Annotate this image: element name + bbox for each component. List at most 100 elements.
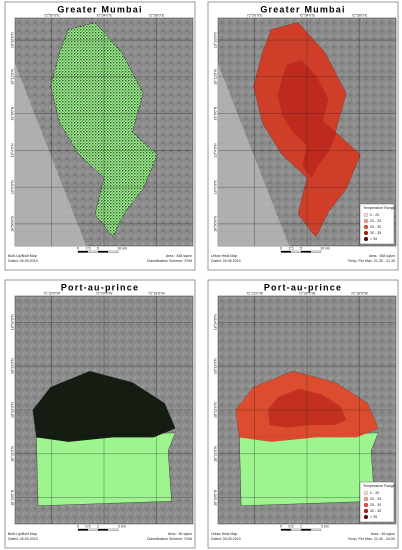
scale-label: 2 km bbox=[321, 524, 329, 528]
legend-swatch bbox=[363, 212, 369, 218]
map-info: Urban Heat Map bbox=[211, 254, 237, 258]
longitude-label: 72°50'0"E bbox=[44, 13, 60, 17]
latitude-label: 19°0'0"N bbox=[213, 180, 217, 194]
panel-title: Port-au-prince bbox=[264, 282, 342, 292]
map-info: Built-Up/Built Map bbox=[8, 532, 37, 536]
latitude-label: 19°0'0"N bbox=[10, 180, 14, 194]
latitude-label: 18°31'0"N bbox=[10, 445, 14, 461]
latitude-label: 19°8'0"N bbox=[213, 106, 217, 120]
longitude-label: 72°54'0"E bbox=[299, 13, 315, 17]
scale-label: 10 km bbox=[320, 246, 330, 250]
legend-swatch bbox=[363, 224, 369, 230]
legend-swatch bbox=[363, 236, 369, 242]
latitude-label: 18°34'0"N bbox=[213, 314, 217, 330]
latitude-label: 19°12'0"N bbox=[213, 68, 217, 84]
scale-bar bbox=[98, 251, 108, 253]
map-info: Dated: 26.05.2019 bbox=[211, 537, 241, 541]
scale-label: 1 bbox=[300, 524, 302, 528]
longitude-label: 72°54'0"E bbox=[96, 13, 112, 17]
longitude-label: 72°20'0"W bbox=[96, 291, 113, 295]
longitude-label: 72°18'0"W bbox=[148, 291, 165, 295]
scale-bar bbox=[301, 529, 311, 531]
latitude-label: 19°8'0"N bbox=[10, 106, 14, 120]
latitude-label: 18°56'0"N bbox=[10, 216, 14, 232]
legend-label: 25 - 30 bbox=[370, 225, 381, 229]
map-info: Area : 36 sqkm bbox=[371, 532, 395, 536]
map-info: Temp. Per Max: 21.26 - 41.35 bbox=[348, 259, 395, 263]
legend-swatch bbox=[363, 502, 369, 508]
scale-label: 5 bbox=[300, 246, 302, 250]
longitude-label: 72°22'0"W bbox=[43, 291, 60, 295]
legend-label: > 35 bbox=[370, 515, 377, 519]
longitude-label: 72°22'0"W bbox=[246, 291, 263, 295]
latitude-label: 18°33'0"N bbox=[213, 358, 217, 374]
scale-label: 0 bbox=[77, 524, 79, 528]
scale-label: 10 km bbox=[117, 246, 127, 250]
map-info: Area : 458 sqkm bbox=[369, 254, 395, 258]
scale-label: 2.5 bbox=[289, 246, 294, 250]
scale-label: 0 bbox=[77, 246, 79, 250]
water bbox=[218, 63, 290, 246]
map-info: Dated: 26.05.2019 bbox=[8, 537, 38, 541]
latitude-label: 19°4'0"N bbox=[10, 143, 14, 157]
scale-bar bbox=[78, 529, 88, 531]
latitude-label: 18°30'0"N bbox=[213, 489, 217, 505]
legend-label: 0 - 20 bbox=[370, 491, 379, 495]
map-info: Area : 36 sqkm bbox=[168, 532, 192, 536]
scale-label: 2.5 bbox=[86, 246, 91, 250]
scale-label: 0.5 bbox=[86, 524, 91, 528]
latitude-label: 18°32'0"N bbox=[213, 402, 217, 418]
legend-swatch bbox=[363, 230, 369, 236]
legend-title: Temperature Range bbox=[363, 206, 395, 210]
legend-label: 30 - 35 bbox=[370, 509, 381, 513]
scale-bar bbox=[281, 529, 291, 531]
panel-title: Greater Mumbai bbox=[57, 4, 142, 14]
map-info: Area : 458 sqkm bbox=[166, 254, 192, 258]
scale-label: 0.5 bbox=[289, 524, 294, 528]
legend-label: 20 - 25 bbox=[370, 219, 381, 223]
latitude-label: 19°16'0"N bbox=[213, 32, 217, 48]
latitude-label: 18°30'0"N bbox=[10, 489, 14, 505]
scale-label: 5 bbox=[97, 246, 99, 250]
map-info: Temp. Per Max: 22.40 - 34.90 bbox=[348, 537, 395, 541]
latitude-label: 18°56'0"N bbox=[213, 216, 217, 232]
scale-label: 1 bbox=[97, 524, 99, 528]
map-info: Dated: 26.05.2019 bbox=[8, 259, 38, 263]
legend-swatch bbox=[363, 218, 369, 224]
longitude-label: 72°58'0"E bbox=[351, 13, 367, 17]
longitude-label: 72°18'0"W bbox=[351, 291, 368, 295]
map-info: Urban Heat Map bbox=[211, 532, 237, 536]
longitude-label: 72°20'0"W bbox=[299, 291, 316, 295]
scale-label: 2 km bbox=[118, 524, 126, 528]
latitude-label: 18°31'0"N bbox=[213, 445, 217, 461]
longitude-label: 72°58'0"E bbox=[148, 13, 164, 17]
legend-swatch bbox=[363, 514, 369, 520]
legend-label: 20 - 25 bbox=[370, 497, 381, 501]
map-info: Classification Scheme: SVM bbox=[147, 259, 192, 263]
longitude-label: 72°50'0"E bbox=[247, 13, 263, 17]
latitude-label: 19°4'0"N bbox=[213, 143, 217, 157]
map-info: Built-Up/Built Map bbox=[8, 254, 37, 258]
water bbox=[15, 63, 87, 246]
legend-label: 30 - 35 bbox=[370, 231, 381, 235]
map-info: Classification Scheme: SVM bbox=[147, 537, 192, 541]
legend-label: 0 - 20 bbox=[370, 213, 379, 217]
panel-title: Port-au-prince bbox=[61, 282, 139, 292]
legend-swatch bbox=[363, 496, 369, 502]
latitude-label: 18°34'0"N bbox=[10, 314, 14, 330]
scale-bar bbox=[98, 529, 108, 531]
legend-title: Temperature Range bbox=[363, 484, 395, 488]
scale-bar bbox=[301, 251, 311, 253]
scale-label: 0 bbox=[280, 524, 282, 528]
legend-label: 25 - 30 bbox=[370, 503, 381, 507]
scale-bar bbox=[281, 251, 291, 253]
legend-label: > 35 bbox=[370, 237, 377, 241]
scale-label: 0 bbox=[280, 246, 282, 250]
scale-bar bbox=[78, 251, 88, 253]
latitude-label: 18°32'0"N bbox=[10, 402, 14, 418]
city-area bbox=[239, 432, 379, 507]
